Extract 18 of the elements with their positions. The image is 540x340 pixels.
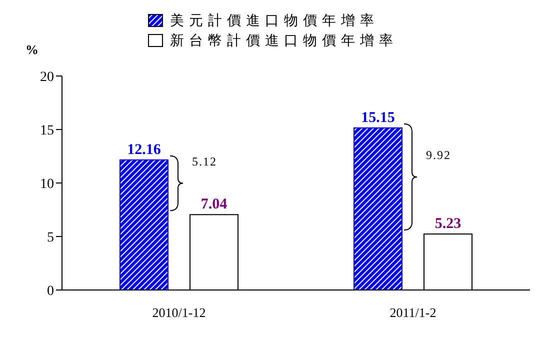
- annotation: 9.92: [426, 148, 451, 162]
- annotation: 5.12: [192, 154, 217, 168]
- data-label: 7.04: [200, 196, 228, 213]
- bar: [120, 159, 168, 290]
- y-tick-label: 5: [47, 230, 54, 246]
- y-axis-title: %: [26, 42, 38, 57]
- legend-label: 美元計價進口物價年增率: [170, 12, 379, 30]
- x-tick-label: 2011/1-2: [390, 305, 436, 320]
- y-tick-label: 20: [40, 70, 54, 85]
- bar: [354, 127, 402, 290]
- y-tick-label: 0: [47, 284, 54, 299]
- x-tick-label: 2010/1-12: [152, 305, 206, 320]
- y-tick-label: 10: [40, 176, 54, 192]
- data-label: 12.16: [127, 142, 162, 158]
- data-label: 5.23: [434, 216, 462, 232]
- legend-label: 新台幣計價進口物價年增率: [170, 32, 398, 50]
- data-label: 15.15: [361, 110, 395, 126]
- y-tick-label: 15: [40, 123, 54, 138]
